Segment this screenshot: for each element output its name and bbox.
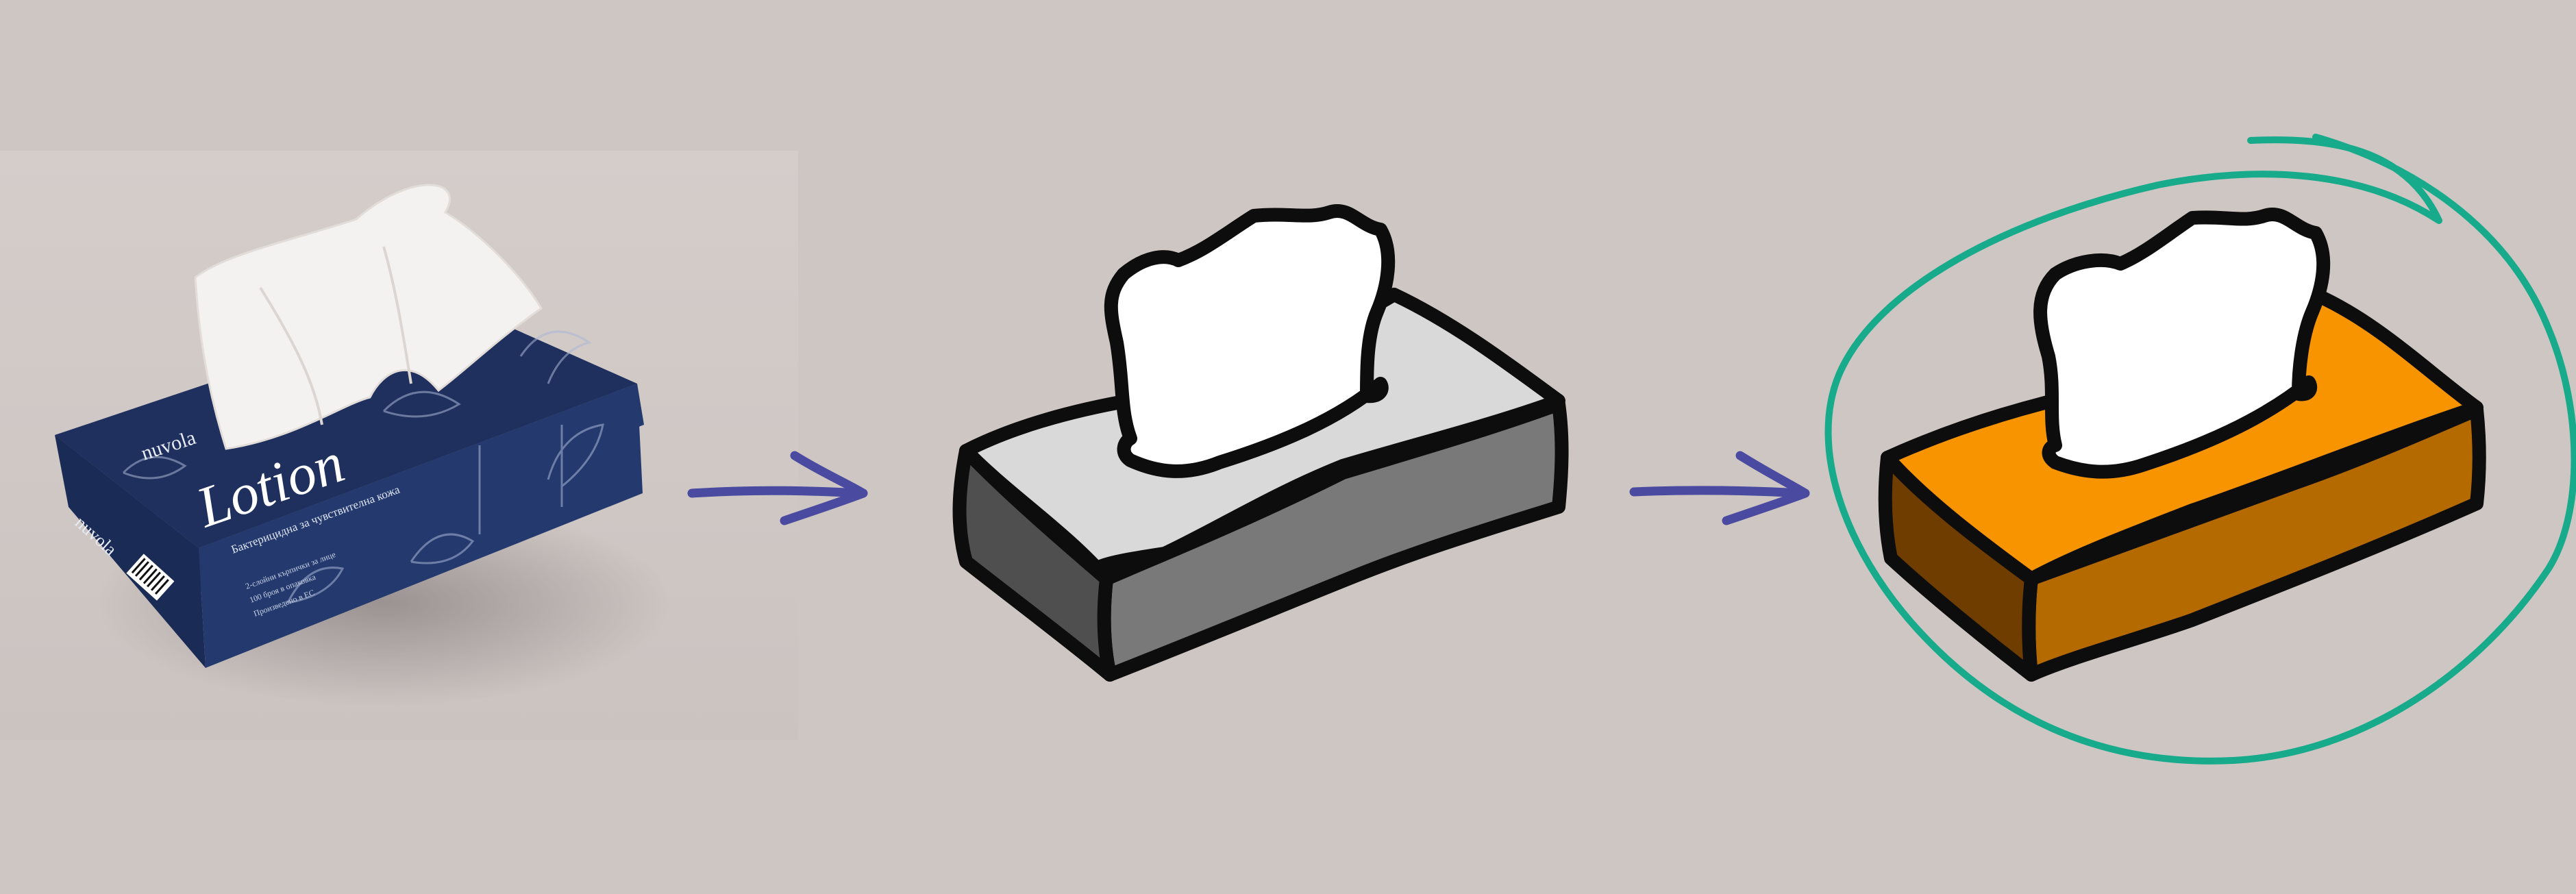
- gray-box-front: [1097, 397, 1569, 682]
- photo-tissue-fold: [259, 246, 412, 425]
- orange-colored-drawing: [1878, 208, 2486, 682]
- gray-line-drawing: [952, 204, 1569, 682]
- gray-box-side: [952, 444, 1117, 682]
- barcode-icon: [126, 554, 175, 601]
- photo-tissue: [194, 184, 543, 450]
- arrow-right-icon: [1629, 451, 1810, 525]
- orange-box-side: [1878, 451, 2038, 682]
- orange-box-front: [2022, 403, 2486, 682]
- photo-box-top: [55, 301, 637, 548]
- highlight-circle-icon: [1824, 134, 2576, 765]
- gray-tissue: [1104, 204, 1396, 478]
- photo-tissue-box: nuvola Lotion Бактерицидна за чувствител…: [0, 151, 798, 740]
- arrow-right-icon: [687, 451, 868, 525]
- photo-box-left: [55, 435, 206, 668]
- floral-pattern: [122, 330, 604, 604]
- orange-tissue: [2033, 208, 2331, 479]
